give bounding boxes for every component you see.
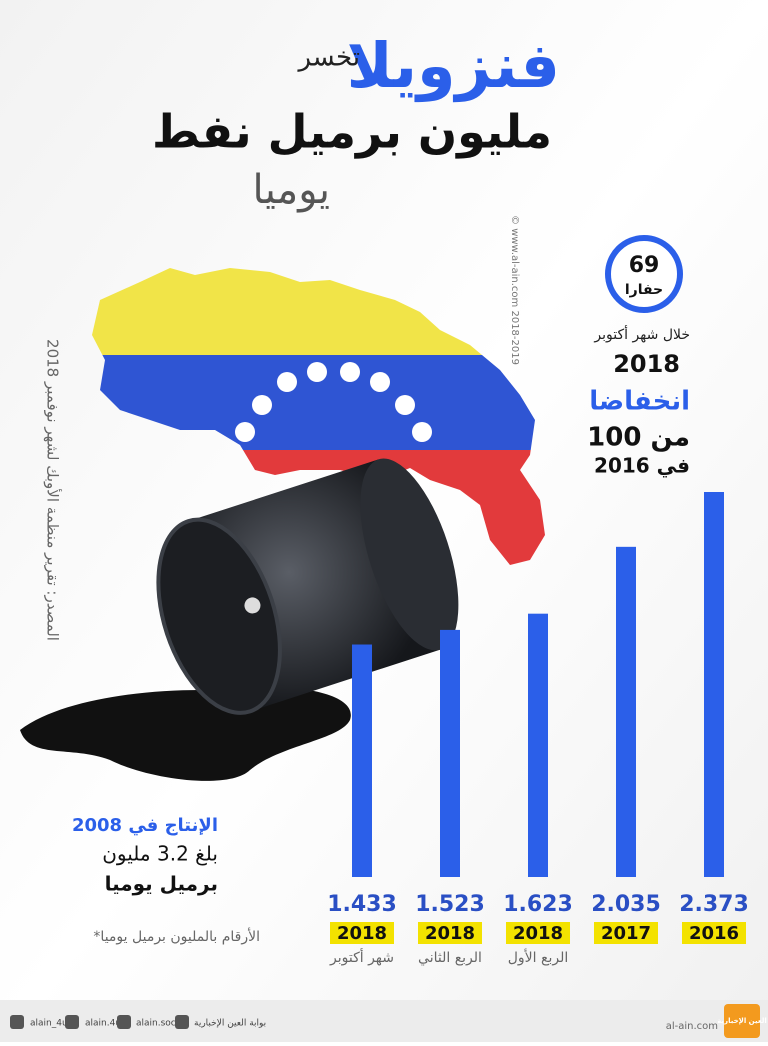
rigs-unit: حفارا	[625, 282, 663, 298]
rigs-text: في 2016	[594, 454, 690, 479]
oil-spill	[20, 686, 351, 781]
title-verb: تخسر	[296, 43, 360, 73]
note-text: برميل يوميا	[105, 872, 218, 896]
watermark: © www.al-ain.com 2018-2019	[509, 215, 520, 365]
twitter-icon[interactable]	[10, 1015, 24, 1029]
rigs-text: خلال شهر أكتوبر	[593, 325, 690, 343]
rigs-number: 69	[629, 253, 660, 278]
category-highlight	[330, 922, 394, 944]
footer-link[interactable]: بوابة العين الإخبارية	[194, 1019, 266, 1029]
category-highlight	[506, 922, 570, 944]
category-highlight	[418, 922, 482, 944]
source: المصدر: تقرير منظمة الأوبك لشهر نوفمبر 2…	[44, 339, 63, 641]
bar	[352, 644, 372, 877]
x-tick-label: 2018	[337, 923, 387, 944]
note-title: الإنتاج في 2008	[72, 815, 218, 836]
x-tick-sublabel: شهر أكتوبر	[329, 948, 394, 966]
x-tick-label: 2018	[425, 923, 475, 944]
logo-text: العين الإخبارية	[717, 1017, 767, 1025]
rigs-text: من 100	[587, 423, 690, 453]
youtube-icon[interactable]	[175, 1015, 189, 1029]
x-tick-sublabel: الربع الأول	[508, 948, 568, 966]
title: فنزويلا	[347, 29, 560, 102]
bar	[704, 492, 724, 877]
footer-link[interactable]: alain.4u	[85, 1019, 121, 1029]
bar-chart: 1.433 2018 شهر أكتوبر 1.523 2018 الربع الثاني…	[327, 492, 749, 966]
oil-barrel	[156, 458, 459, 715]
bar	[616, 546, 636, 877]
rigs-badge	[605, 235, 683, 313]
value-label: 1.433	[327, 892, 397, 917]
note-text: بلغ 3.2 مليون	[102, 842, 218, 866]
footnote: *الأرقام بالمليون برميل يوميا	[93, 927, 260, 945]
x-tick-label: 2018	[513, 923, 563, 944]
category-highlight	[682, 922, 746, 944]
bar	[528, 613, 548, 877]
flag-stars	[235, 362, 432, 442]
rigs-text: 2018	[613, 350, 680, 378]
title-line: يوميا	[253, 167, 330, 213]
footer-site[interactable]: al-ain.com	[666, 1021, 718, 1032]
rigs-text: انخفاضا	[589, 387, 690, 417]
title-line: مليون برميل نفط	[152, 105, 552, 159]
x-tick-label: 2016	[689, 923, 739, 944]
footer-link[interactable]: alain.social	[136, 1019, 186, 1029]
category-highlight	[594, 922, 658, 944]
bar	[440, 629, 460, 877]
instagram-icon[interactable]	[65, 1015, 79, 1029]
logo	[724, 1004, 760, 1038]
value-label: 1.523	[415, 892, 485, 917]
x-tick-sublabel: الربع الثاني	[418, 950, 482, 966]
footer-link[interactable]: alain_4u	[30, 1019, 68, 1029]
value-label: 2.035	[591, 892, 661, 917]
value-label: 1.623	[503, 892, 573, 917]
value-label: 2.373	[679, 892, 749, 917]
x-tick-label: 2017	[601, 923, 651, 944]
facebook-icon[interactable]	[117, 1015, 131, 1029]
